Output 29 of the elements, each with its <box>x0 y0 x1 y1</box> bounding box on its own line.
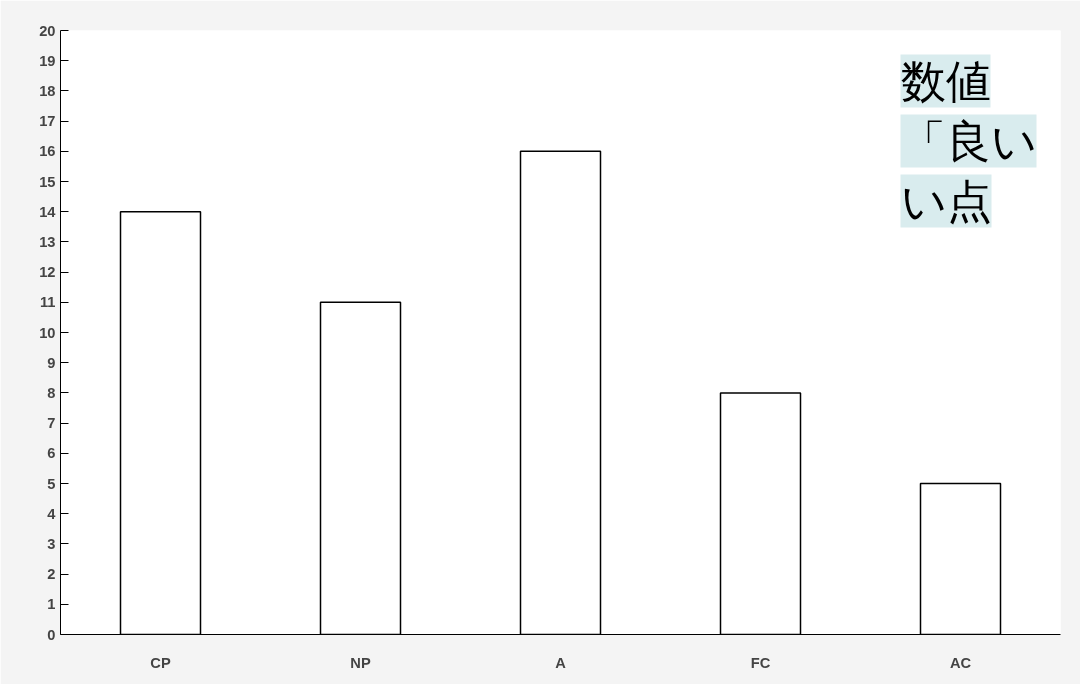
y-tick-label: 13 <box>39 233 56 250</box>
x-tick-label: CP <box>150 654 171 671</box>
y-tick-label: 3 <box>47 535 56 552</box>
x-tick-label: AC <box>949 654 972 671</box>
y-tick-label: 11 <box>40 294 56 311</box>
y-tick-label: 1 <box>47 596 56 613</box>
x-tick-label: A <box>555 654 567 671</box>
y-tick-label: 12 <box>39 264 56 281</box>
y-tick-label: 10 <box>39 324 56 341</box>
annotation: 数値 <box>900 54 991 108</box>
y-tick-label: 8 <box>47 384 56 401</box>
y-tick-label: 16 <box>39 143 56 160</box>
y-tick-label: 17 <box>39 113 56 130</box>
y-tick-label: 15 <box>39 173 56 190</box>
y-tick-label: 6 <box>47 445 56 462</box>
y-tick-label: 9 <box>47 354 56 371</box>
y-tick-label: 18 <box>39 82 56 99</box>
y-tick-label: 19 <box>39 52 56 69</box>
y-tick-label: 2 <box>47 566 56 583</box>
annotation: 「良い <box>900 114 1037 168</box>
y-tick-label: 20 <box>39 22 56 39</box>
x-tick-label: FC <box>750 654 771 671</box>
x-tick-label: NP <box>350 654 371 671</box>
y-tick-label: 0 <box>47 626 56 643</box>
y-tick-label: 14 <box>39 203 57 220</box>
y-tick-label: 5 <box>47 475 56 492</box>
y-tick-label: 7 <box>47 415 56 432</box>
y-tick-label: 4 <box>47 505 57 522</box>
annotation: い点 <box>900 174 992 228</box>
